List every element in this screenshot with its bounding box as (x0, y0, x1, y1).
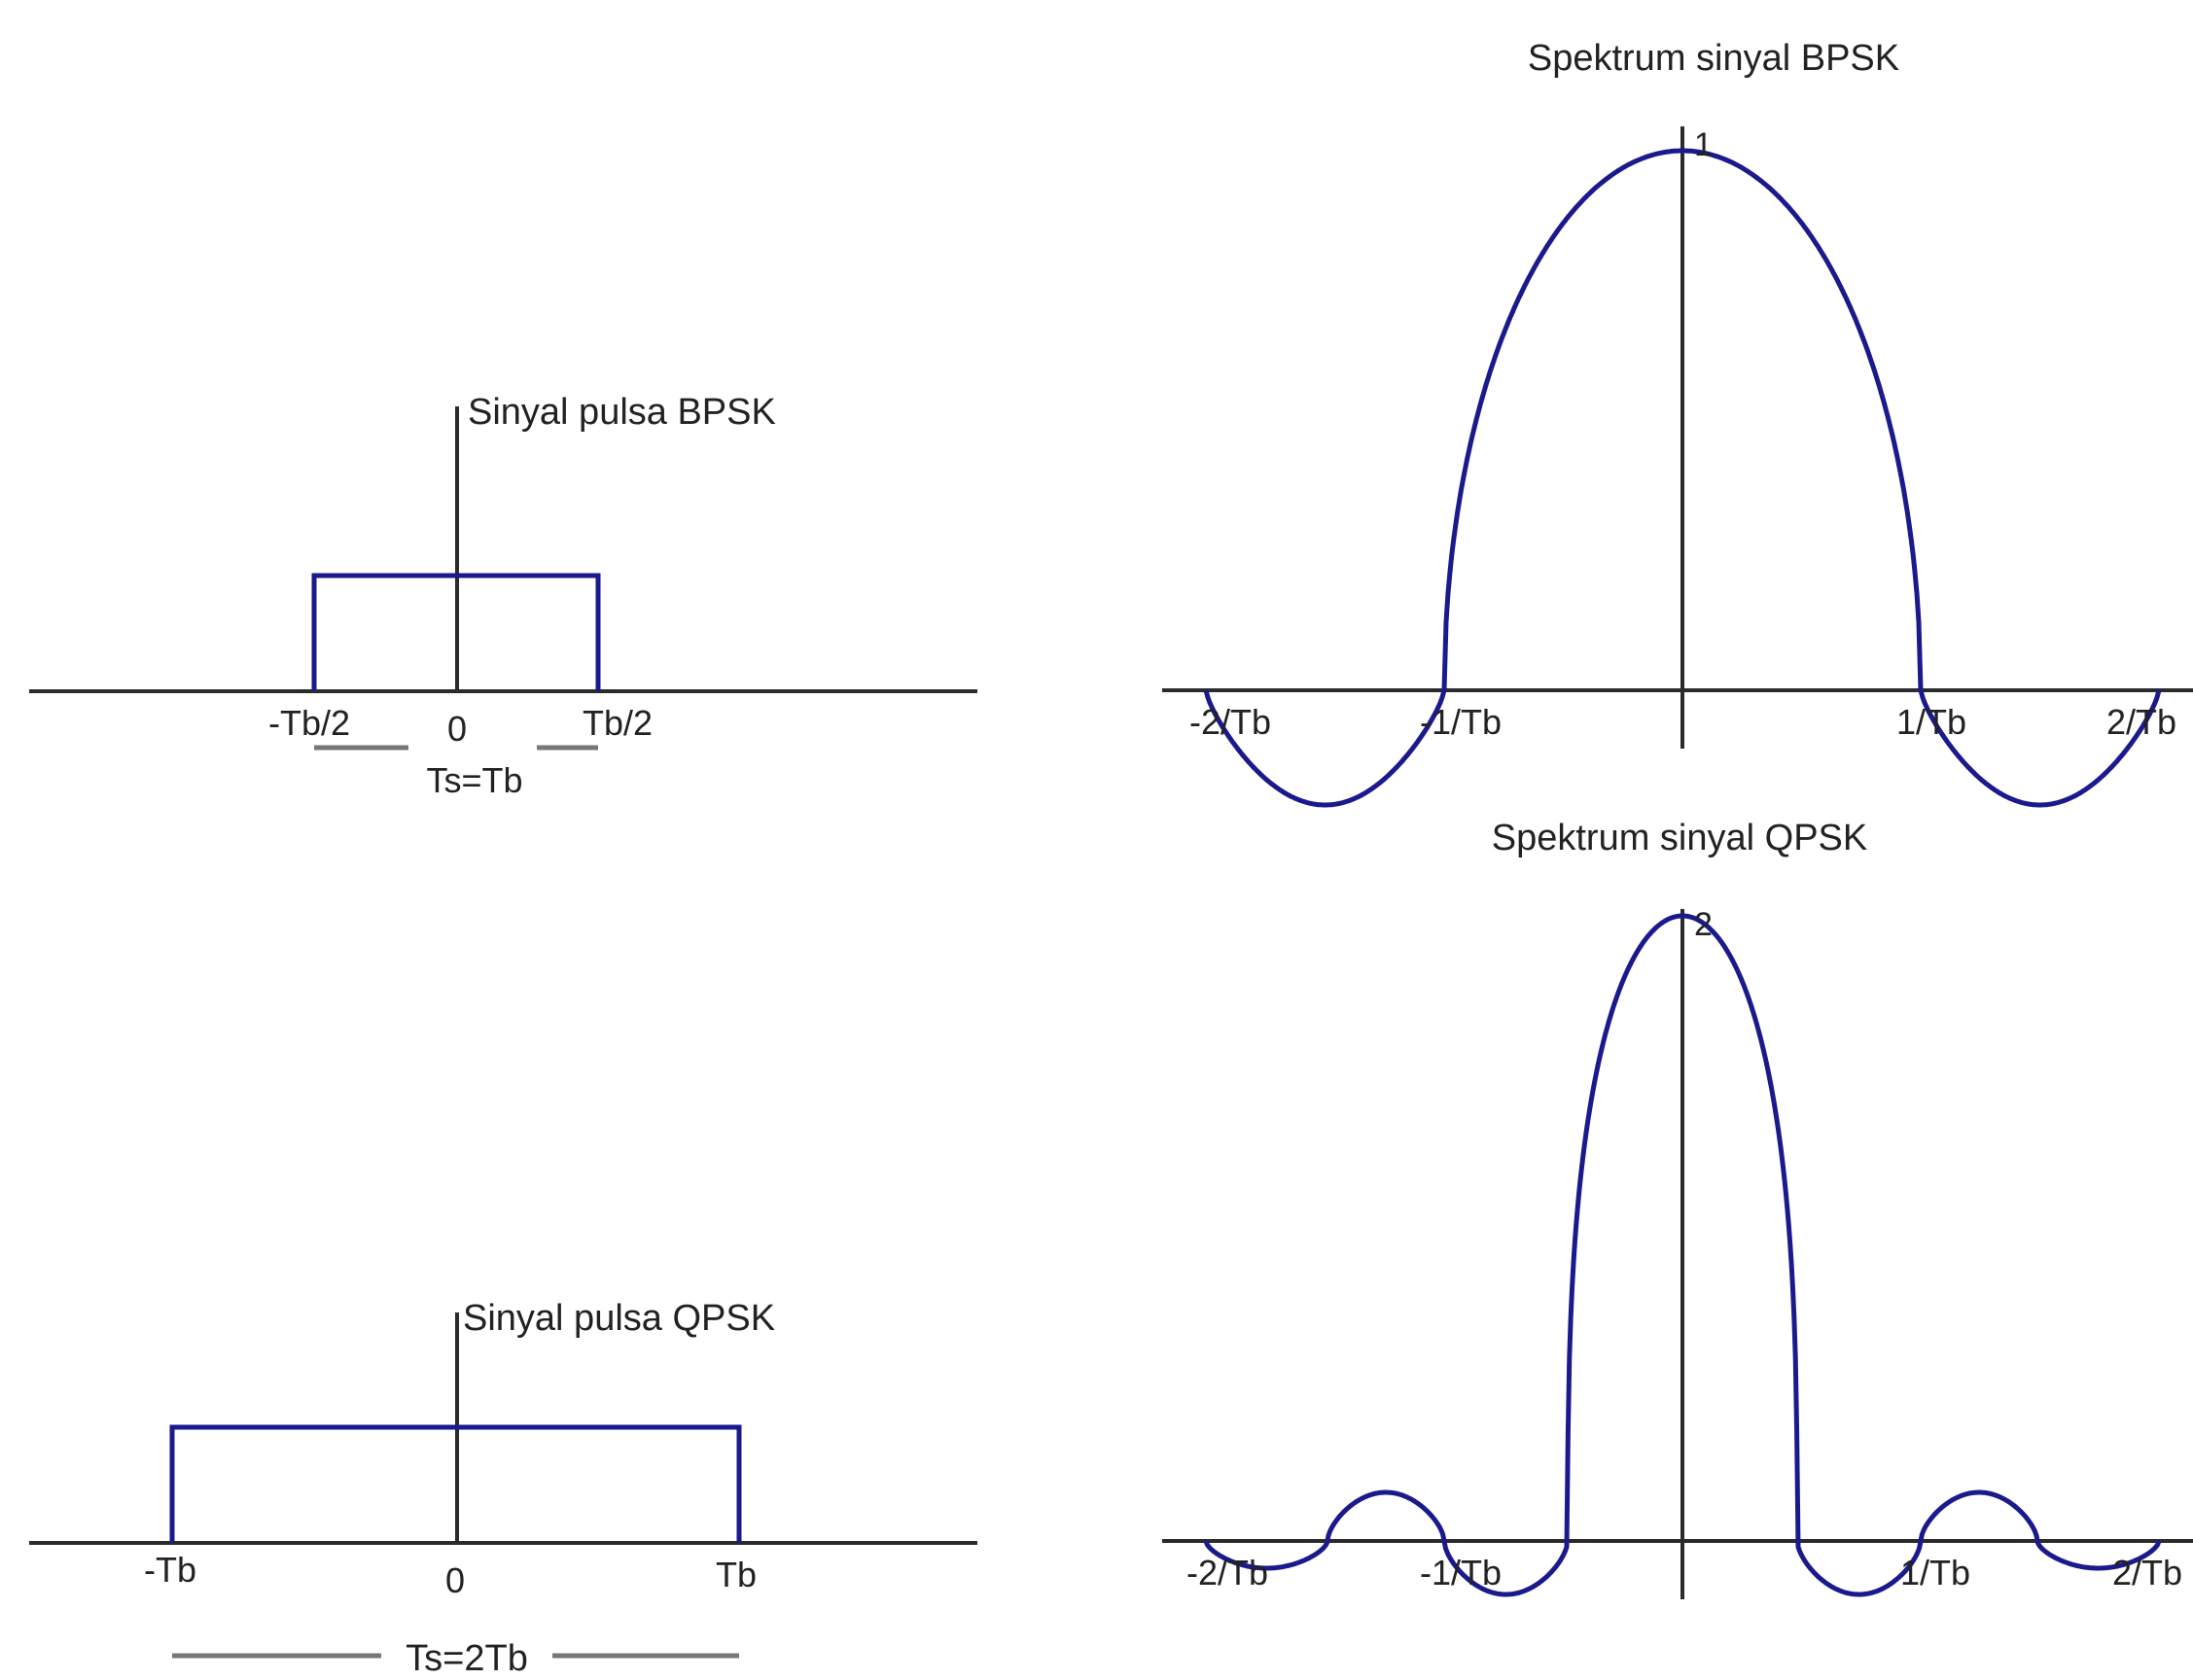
bpsk-spectrum-tick-pos1: 1/Tb (1896, 702, 1966, 742)
qpsk-tick-pos-tb: Tb (716, 1555, 757, 1594)
qpsk-duration-label: Ts=2Tb (406, 1638, 528, 1679)
qpsk-tick-neg-tb: -Tb (144, 1550, 196, 1590)
bpsk-spectrum-tick-neg1: -1/Tb (1420, 702, 1502, 742)
qpsk-spectrum-title: Spektrum sinyal QPSK (1492, 818, 1867, 858)
qpsk-spectrum-tick-neg1: -1/Tb (1420, 1553, 1502, 1592)
qpsk-spectrum-peak-label: 2 (1694, 906, 1713, 943)
qpsk-spectrum-tick-neg2: -2/Tb (1186, 1553, 1268, 1592)
bpsk-spectrum-title: Spektrum sinyal BPSK (1528, 38, 1899, 79)
qpsk-spectrum-tick-pos1: 1/Tb (1900, 1553, 1970, 1592)
qpsk-pulse-panel: Sinyal pulsa QPSK -Tb 0 Tb Ts=2Tb (29, 1298, 977, 1679)
qpsk-spectrum-tick-pos2: 2/Tb (2112, 1553, 2182, 1592)
bpsk-pulse-label: Sinyal pulsa BPSK (468, 392, 776, 433)
bpsk-spectrum-peak-label: 1 (1694, 126, 1713, 163)
qpsk-rect-pulse (169, 1424, 742, 1543)
bpsk-tick-neg-half-tb: -Tb/2 (268, 703, 350, 743)
bpsk-pulse-panel: Sinyal pulsa BPSK -Tb/2 0 Tb/2 Ts=Tb (29, 392, 977, 800)
bpsk-spectrum-tick-pos2: 2/Tb (2106, 702, 2176, 742)
bpsk-tick-zero: 0 (447, 709, 467, 749)
bpsk-spectrum-tick-neg2: -2/Tb (1189, 702, 1271, 742)
qpsk-spectrum-curve (1203, 913, 2162, 1597)
qpsk-spectrum-panel: Spektrum sinyal QPSK 2 -2/Tb -1/Tb 1/Tb … (1162, 818, 2193, 1599)
bpsk-spectrum-panel: Spektrum sinyal BPSK 1 -2/Tb -1/Tb 1/Tb … (1162, 38, 2193, 808)
qpsk-pulse-label: Sinyal pulsa QPSK (463, 1298, 775, 1339)
bpsk-rect-pulse (311, 573, 601, 691)
bpsk-tick-pos-half-tb: Tb/2 (583, 703, 653, 743)
qpsk-tick-zero: 0 (445, 1560, 465, 1600)
bpsk-spectrum-curve (1203, 148, 2162, 808)
bpsk-duration-label: Ts=Tb (426, 760, 522, 800)
